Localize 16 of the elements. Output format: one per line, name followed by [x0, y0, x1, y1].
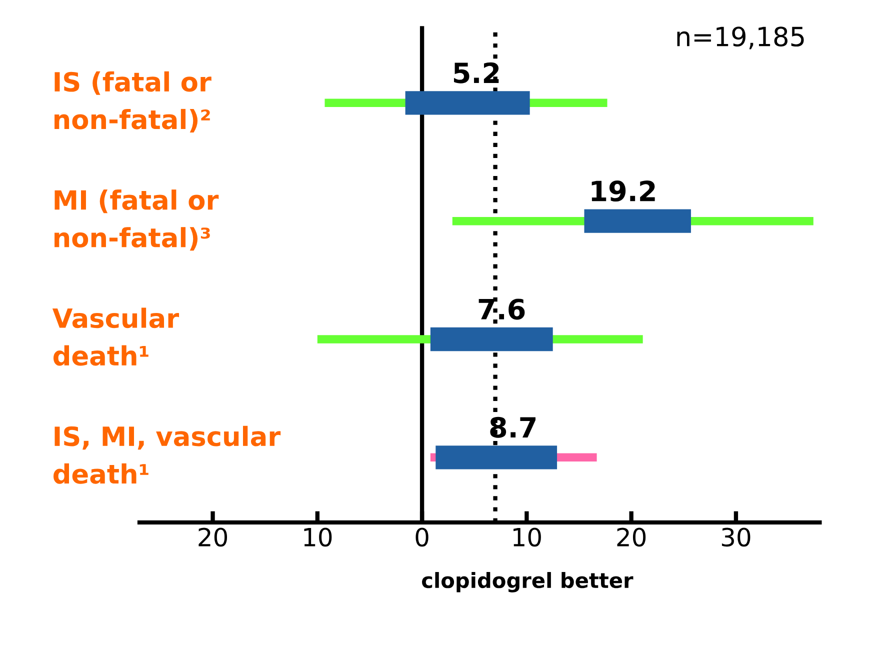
- x-axis-title: clopidogrel better: [422, 572, 634, 592]
- y-tick-label: Vascular death¹: [52, 308, 180, 366]
- x-tick-label: 20: [617, 528, 646, 547]
- annotation: 19.2: [592, 180, 655, 202]
- x-tick-label: 20: [198, 528, 228, 547]
- y-tick-label: MI (fatal or non-fatal)³: [54, 190, 219, 251]
- y-tick-label: IS (fatal or non-fatal)²: [54, 71, 212, 132]
- annotation: 5.2: [454, 62, 499, 84]
- annotation: n=19,185: [677, 26, 804, 50]
- annotation: 8.7: [490, 416, 536, 438]
- y-tick-label: IS, MI, vascular death¹: [54, 426, 281, 484]
- x-tick-label: 30: [722, 528, 750, 547]
- annotation: 7.6: [478, 298, 525, 320]
- x-tick-label: 10: [304, 528, 332, 547]
- x-tick-label: 0: [416, 528, 428, 547]
- x-tick-label: 10: [514, 528, 541, 547]
